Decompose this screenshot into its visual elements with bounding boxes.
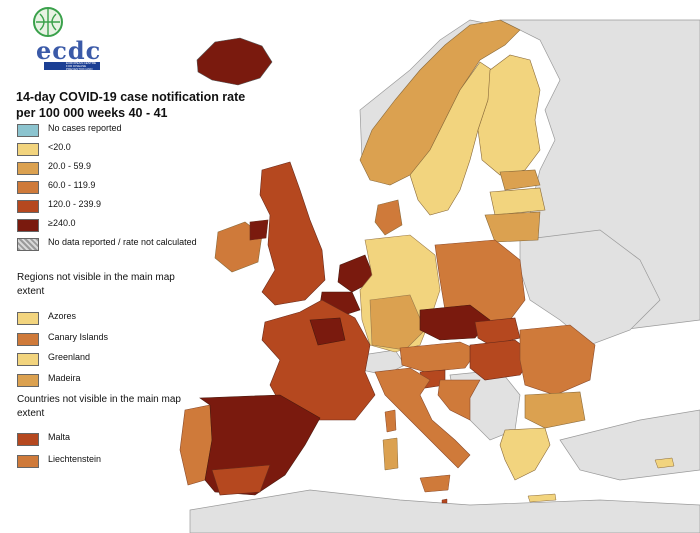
crete [527,493,557,503]
austria [399,341,479,373]
logo-text: ecdc [36,36,102,65]
legend-swatch [17,312,39,325]
countries-title: Countries not visible in the main map ex… [17,394,181,419]
northern-ireland [249,219,269,241]
legend-swatch [17,373,39,387]
croatia [437,379,481,421]
regions-title: Regions not visible in the main map exte… [17,272,175,297]
latvia [489,187,546,216]
logo-subtitle: EUROPEAN CENTRE FOR DISEASE PREVENTION A… [66,61,97,74]
united-kingdom [259,161,326,306]
eu-flag [44,62,100,70]
legend-label: No cases reported [48,123,122,133]
denmark [374,199,403,236]
czechia [419,304,491,341]
legend-swatch [17,143,39,156]
legend-swatch [17,454,39,468]
bulgaria [524,391,586,429]
legend-swatch [17,332,39,346]
sicily [419,474,451,493]
germany-south [369,294,426,351]
north-africa [189,489,700,533]
legend-label: 20.0 - 59.9 [48,161,92,171]
legend-label: Liechtenstein [48,453,102,464]
greece [499,427,551,481]
legend-swatch [17,353,39,366]
finland [477,54,541,176]
spain-south [211,464,271,496]
france [261,299,376,421]
corsica [384,409,397,433]
malta [441,498,448,504]
ecdc-logo: ecdc EUROPEAN CENTRE FOR DISEASE PREVENT… [14,6,102,74]
italy [374,367,471,469]
map-title: 14-day COVID-19 case notification rate p… [16,90,246,120]
legend-swatch [17,181,39,194]
legend-label: 120.0 - 239.9 [48,199,102,209]
legend-label: Madeira [48,372,81,383]
globe-icon [33,7,63,37]
legend-swatch [17,200,39,213]
legend-label: No data reported / rate not calculated [48,237,197,247]
legend-swatch [17,433,39,446]
romania [519,324,596,396]
legend-label: ≥240.0 [48,218,76,228]
belarus-ukraine [519,229,661,346]
france-paris [309,317,346,346]
iceland [196,37,273,86]
sardinia [382,437,399,471]
legend-label: Azores [48,311,77,321]
legend-label: <20.0 [48,142,71,152]
legend-label: Canary Islands [48,331,109,342]
legend-swatch [17,219,39,232]
estonia [499,169,541,191]
hungary [469,339,536,381]
norway [359,19,521,186]
legend-swatch [17,124,39,137]
cyprus [654,457,675,469]
legend-label: 60.0 - 119.9 [48,180,96,190]
lithuania [484,211,541,243]
legend-swatch [17,238,39,251]
legend-swatch [17,162,39,175]
legend-label: Greenland [48,352,91,362]
legend-label: Malta [48,432,71,442]
